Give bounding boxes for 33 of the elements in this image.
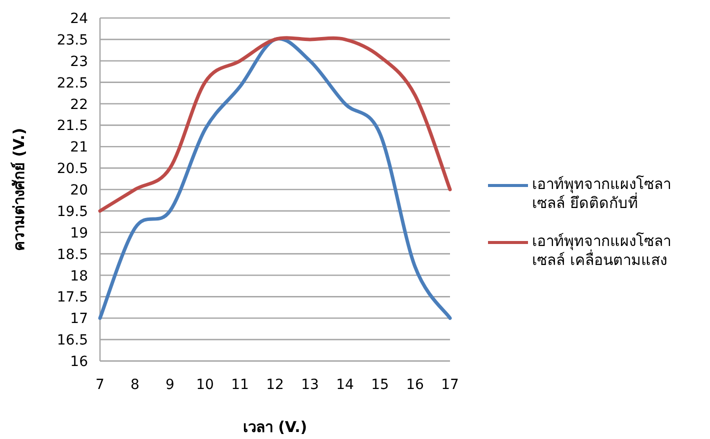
y-tick-label: 17.5 (56, 290, 88, 306)
x-axis-title: เวลา (V.) (242, 418, 308, 436)
y-tick-label: 21.5 (56, 118, 88, 134)
y-tick-label: 20.5 (56, 161, 88, 178)
y-tick-label: 22.5 (56, 75, 88, 92)
y-tick-label: 21 (70, 140, 88, 156)
y-tick-label: 24 (70, 11, 88, 27)
x-tick-label: 13 (301, 377, 319, 393)
y-tick-label: 23.5 (56, 32, 88, 48)
y-tick-label: 20 (70, 182, 88, 198)
x-tick-label: 7 (96, 377, 104, 393)
y-tick-label: 22 (70, 96, 88, 113)
y-tick-label: 18 (70, 268, 88, 284)
x-tick-label: 15 (371, 377, 389, 393)
y-tick-label: 19 (70, 225, 88, 242)
x-tick-label: 16 (406, 377, 424, 393)
x-tick-label: 11 (231, 377, 249, 393)
y-tick-label: 23 (70, 54, 88, 70)
y-tick-label: 16 (70, 354, 88, 370)
y-tick-label: 18.5 (56, 246, 88, 263)
x-tick-label: 12 (266, 377, 284, 393)
line-series (98, 37, 452, 320)
x-tick-label: 14 (336, 377, 354, 393)
x-tick-label: 17 (441, 377, 459, 393)
legend-label: เอาท์พุทจากแผงโซลาเซลล์ ยึดติดกับที่ (532, 175, 672, 213)
x-tick-label: 10 (196, 377, 214, 393)
y-tick-label: 17 (70, 311, 88, 328)
y-axis-title: ความต่างศักย์ (V.) (10, 128, 28, 252)
x-tick-label: 8 (130, 377, 140, 393)
legend-label: เอาท์พุทจากแผงโซลาเซลล์ เคลื่อนตามแสง (532, 232, 672, 270)
y-tick-label: 19.5 (56, 204, 88, 220)
y-tick-label: 16.5 (56, 332, 88, 349)
x-tick-label: 9 (166, 377, 174, 393)
